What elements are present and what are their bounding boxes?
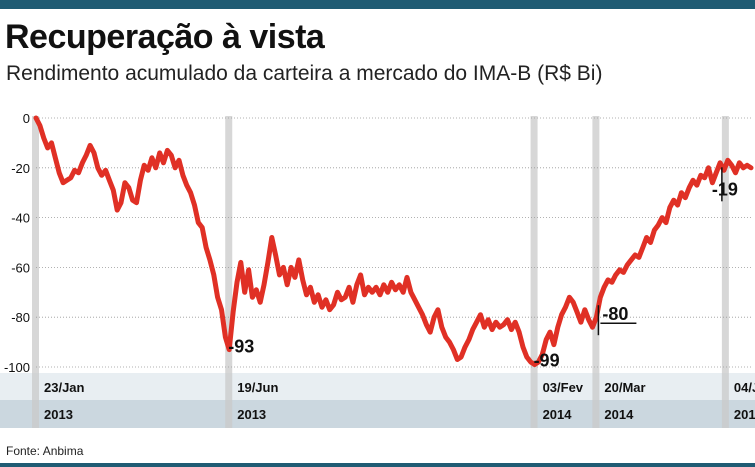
x-date-label: 23/Jan [44, 380, 85, 395]
bottom-accent-bar [0, 463, 755, 467]
x-year-label: 2014 [604, 407, 634, 422]
x-date-label: 03/Fev [543, 380, 584, 395]
x-year-label: 2014 [543, 407, 573, 422]
x-year-label: 2014 [734, 407, 755, 422]
date-row-bg [0, 373, 755, 400]
date-marker-band [530, 116, 538, 428]
y-tick-label: 0 [23, 111, 30, 126]
chart-subtitle: Rendimento acumulado da carteira a merca… [6, 62, 603, 85]
y-tick-label: -100 [4, 360, 30, 375]
annotation-label: -99 [534, 351, 560, 371]
y-tick-label: -60 [11, 260, 30, 275]
annotation-label: -93 [228, 337, 254, 357]
x-date-label: 04/Jul [734, 380, 755, 395]
chart-title: Recuperação à vista [5, 18, 325, 56]
x-date-label: 20/Mar [604, 380, 645, 395]
source-note: Fonte: Anbima [6, 444, 84, 458]
series-line-ima-b [33, 115, 754, 367]
top-accent-bar [0, 0, 755, 9]
date-marker-band [32, 116, 39, 428]
date-marker-band [592, 116, 600, 428]
y-tick-label: -40 [11, 211, 30, 226]
y-tick-label: -20 [11, 161, 30, 176]
year-row-bg [0, 400, 755, 428]
date-marker-band [225, 116, 233, 428]
x-year-label: 2013 [44, 407, 73, 422]
y-tick-label: -80 [11, 310, 30, 325]
x-date-label: 19/Jun [237, 380, 278, 395]
date-marker-band [721, 116, 729, 428]
x-year-label: 2013 [237, 407, 266, 422]
line-chart: 0 -20 -40 -60 -80 -100 23/Jan 2013 19/Jun 2013 03/… [0, 111, 755, 428]
annotation-label: -80 [602, 304, 628, 324]
annotation-label: -19 [712, 179, 738, 199]
